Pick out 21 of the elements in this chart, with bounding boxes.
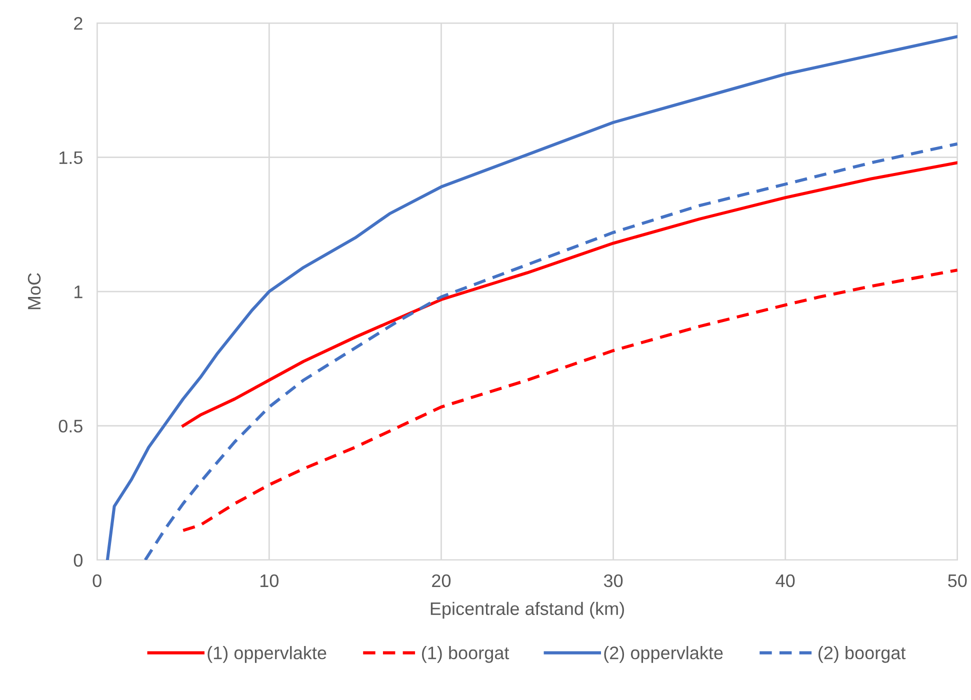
x-tick-label: 50 <box>948 574 967 588</box>
y-tick-label: 2 <box>74 17 82 30</box>
legend-label: (2) oppervlakte <box>604 646 723 663</box>
y-tick-label: 0 <box>74 554 83 567</box>
legend-label: (2) boorgat <box>818 646 906 663</box>
x-tick-label: 40 <box>776 574 795 588</box>
x-tick-label: 20 <box>432 574 451 588</box>
x-tick-label: 0 <box>92 574 102 588</box>
legend-label: (1) oppervlakte <box>208 646 326 663</box>
x-tick-label: 30 <box>604 574 623 588</box>
line-series <box>106 34 958 560</box>
line-series <box>182 161 958 428</box>
line-series <box>182 268 958 532</box>
y-axis-title: MoC <box>28 273 41 310</box>
x-tick-label: 10 <box>260 574 278 588</box>
legend-label: (1) boorgat <box>422 646 510 663</box>
line-series <box>144 142 958 560</box>
y-tick-label: 1 <box>74 286 82 298</box>
y-tick-label: 1.5 <box>59 151 82 164</box>
x-axis-title: Epicentrale afstand (km) <box>430 602 624 619</box>
y-tick-label: 0.5 <box>58 420 82 432</box>
